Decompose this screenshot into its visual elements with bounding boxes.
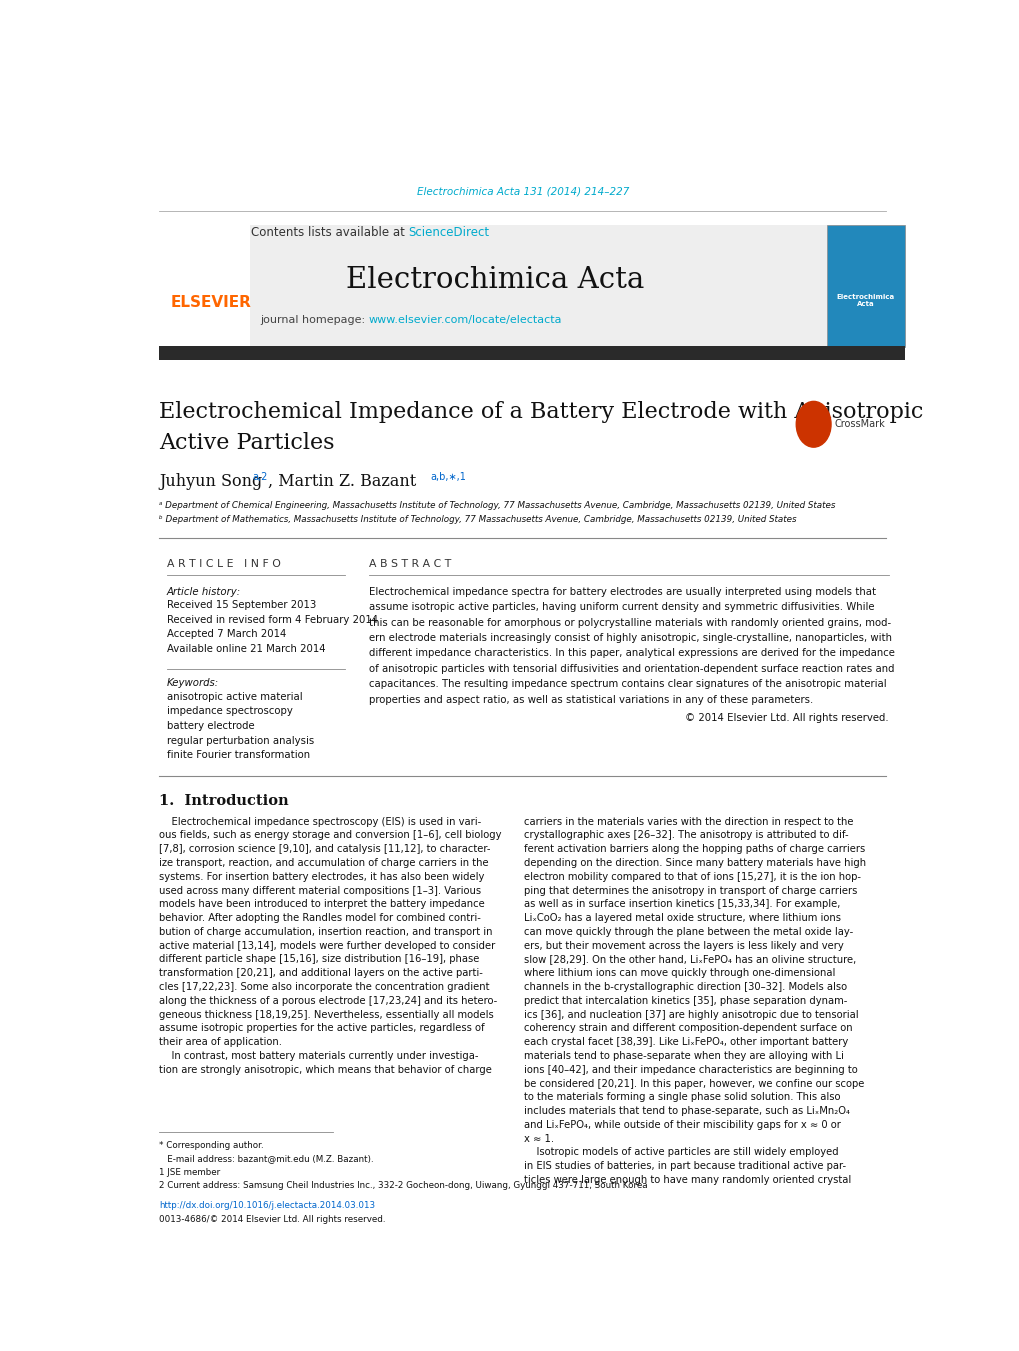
Text: ferent activation barriers along the hopping paths of charge carriers: ferent activation barriers along the hop…: [524, 844, 865, 854]
Text: Electrochemical impedance spectroscopy (EIS) is used in vari-: Electrochemical impedance spectroscopy (…: [159, 816, 481, 827]
Text: x ≈ 1.: x ≈ 1.: [524, 1133, 554, 1144]
Text: can move quickly through the plane between the metal oxide lay-: can move quickly through the plane betwe…: [524, 927, 853, 938]
Text: to the materials forming a single phase solid solution. This also: to the materials forming a single phase …: [524, 1093, 840, 1102]
Text: ern electrode materials increasingly consist of highly anisotropic, single-cryst: ern electrode materials increasingly con…: [368, 632, 891, 643]
Text: [7,8], corrosion science [9,10], and catalysis [11,12], to character-: [7,8], corrosion science [9,10], and cat…: [159, 844, 490, 854]
Text: http://dx.doi.org/10.1016/j.electacta.2014.03.013: http://dx.doi.org/10.1016/j.electacta.20…: [159, 1201, 375, 1210]
Text: ions [40–42], and their impedance characteristics are beginning to: ions [40–42], and their impedance charac…: [524, 1065, 857, 1075]
Text: ous fields, such as energy storage and conversion [1–6], cell biology: ous fields, such as energy storage and c…: [159, 831, 501, 840]
Text: properties and aspect ratio, as well as statistical variations in any of these p: properties and aspect ratio, as well as …: [368, 694, 812, 704]
Text: ELSEVIER: ELSEVIER: [171, 295, 252, 311]
Text: systems. For insertion battery electrodes, it has also been widely: systems. For insertion battery electrode…: [159, 871, 484, 882]
Text: depending on the direction. Since many battery materials have high: depending on the direction. Since many b…: [524, 858, 865, 867]
Text: electron mobility compared to that of ions [15,27], it is the ion hop-: electron mobility compared to that of io…: [524, 871, 860, 882]
Text: finite Fourier transformation: finite Fourier transformation: [167, 750, 310, 761]
Text: LiₓCoO₂ has a layered metal oxide structure, where lithium ions: LiₓCoO₂ has a layered metal oxide struct…: [524, 913, 841, 923]
Text: transformation [20,21], and additional layers on the active parti-: transformation [20,21], and additional l…: [159, 969, 483, 978]
Text: A R T I C L E   I N F O: A R T I C L E I N F O: [167, 559, 280, 569]
Text: ticles were large enough to have many randomly oriented crystal: ticles were large enough to have many ra…: [524, 1175, 851, 1185]
Text: ᵃ Department of Chemical Engineering, Massachusetts Institute of Technology, 77 : ᵃ Department of Chemical Engineering, Ma…: [159, 501, 835, 509]
Text: E-mail address: bazant@mit.edu (M.Z. Bazant).: E-mail address: bazant@mit.edu (M.Z. Baz…: [159, 1154, 373, 1163]
Text: 1 JSE member: 1 JSE member: [159, 1167, 220, 1177]
Text: assume isotropic active particles, having uniform current density and symmetric : assume isotropic active particles, havin…: [368, 603, 873, 612]
FancyBboxPatch shape: [159, 224, 250, 347]
Text: different particle shape [15,16], size distribution [16–19], phase: different particle shape [15,16], size d…: [159, 955, 479, 965]
Text: Active Particles: Active Particles: [159, 432, 334, 454]
Text: be considered [20,21]. In this paper, however, we confine our scope: be considered [20,21]. In this paper, ho…: [524, 1078, 864, 1089]
Text: Article history:: Article history:: [167, 586, 240, 597]
Text: Juhyun Song: Juhyun Song: [159, 473, 262, 490]
Text: a,b,∗,1: a,b,∗,1: [430, 473, 466, 482]
Text: crystallographic axes [26–32]. The anisotropy is attributed to dif-: crystallographic axes [26–32]. The aniso…: [524, 831, 848, 840]
Text: Keywords:: Keywords:: [167, 678, 219, 688]
Text: a,2: a,2: [252, 473, 268, 482]
FancyBboxPatch shape: [159, 224, 826, 347]
Text: Received in revised form 4 February 2014: Received in revised form 4 February 2014: [167, 615, 378, 626]
Text: bution of charge accumulation, insertion reaction, and transport in: bution of charge accumulation, insertion…: [159, 927, 492, 938]
Text: along the thickness of a porous electrode [17,23,24] and its hetero-: along the thickness of a porous electrod…: [159, 996, 497, 1006]
Text: Contents lists available at: Contents lists available at: [251, 227, 408, 239]
Text: Accepted 7 March 2014: Accepted 7 March 2014: [167, 630, 286, 639]
Text: Isotropic models of active particles are still widely employed: Isotropic models of active particles are…: [524, 1147, 839, 1158]
Text: Electrochemical impedance spectra for battery electrodes are usually interpreted: Electrochemical impedance spectra for ba…: [368, 586, 875, 597]
Text: as well as in surface insertion kinetics [15,33,34]. For example,: as well as in surface insertion kinetics…: [524, 900, 840, 909]
Text: this can be reasonable for amorphous or polycrystalline materials with randomly : this can be reasonable for amorphous or …: [368, 617, 890, 628]
Text: ᵇ Department of Mathematics, Massachusetts Institute of Technology, 77 Massachus: ᵇ Department of Mathematics, Massachuset…: [159, 516, 796, 524]
Text: capacitances. The resulting impedance spectrum contains clear signatures of the : capacitances. The resulting impedance sp…: [368, 680, 886, 689]
Text: models have been introduced to interpret the battery impedance: models have been introduced to interpret…: [159, 900, 484, 909]
Text: anisotropic active material: anisotropic active material: [167, 692, 303, 701]
Text: regular perturbation analysis: regular perturbation analysis: [167, 735, 314, 746]
Text: of anisotropic particles with tensorial diffusivities and orientation-dependent : of anisotropic particles with tensorial …: [368, 663, 894, 674]
Text: In contrast, most battery materials currently under investiga-: In contrast, most battery materials curr…: [159, 1051, 478, 1061]
Text: Electrochimica
Acta: Electrochimica Acta: [836, 295, 894, 307]
Text: Received 15 September 2013: Received 15 September 2013: [167, 600, 316, 611]
Text: coherency strain and different composition-dependent surface on: coherency strain and different compositi…: [524, 1024, 852, 1034]
Text: www.elsevier.com/locate/electacta: www.elsevier.com/locate/electacta: [368, 315, 561, 326]
Text: includes materials that tend to phase-separate, such as LiₓMn₂O₄: includes materials that tend to phase-se…: [524, 1106, 850, 1116]
Text: materials tend to phase-separate when they are alloying with Li: materials tend to phase-separate when th…: [524, 1051, 844, 1061]
Text: 0013-4686/© 2014 Elsevier Ltd. All rights reserved.: 0013-4686/© 2014 Elsevier Ltd. All right…: [159, 1215, 385, 1224]
Text: their area of application.: their area of application.: [159, 1038, 282, 1047]
Text: ics [36], and nucleation [37] are highly anisotropic due to tensorial: ics [36], and nucleation [37] are highly…: [524, 1009, 858, 1020]
Text: © 2014 Elsevier Ltd. All rights reserved.: © 2014 Elsevier Ltd. All rights reserved…: [685, 713, 888, 723]
Text: each crystal facet [38,39]. Like LiₓFePO₄, other important battery: each crystal facet [38,39]. Like LiₓFePO…: [524, 1038, 848, 1047]
Text: cles [17,22,23]. Some also incorporate the concentration gradient: cles [17,22,23]. Some also incorporate t…: [159, 982, 489, 992]
Text: ScienceDirect: ScienceDirect: [408, 227, 489, 239]
Text: , Martin Z. Bazant: , Martin Z. Bazant: [268, 473, 416, 490]
Text: used across many different material compositions [1–3]. Various: used across many different material comp…: [159, 885, 481, 896]
Text: behavior. After adopting the Randles model for combined contri-: behavior. After adopting the Randles mod…: [159, 913, 481, 923]
Text: ers, but their movement across the layers is less likely and very: ers, but their movement across the layer…: [524, 940, 844, 951]
Text: ▲: ▲: [808, 417, 817, 431]
Text: Available online 21 March 2014: Available online 21 March 2014: [167, 644, 325, 654]
Text: tion are strongly anisotropic, which means that behavior of charge: tion are strongly anisotropic, which mea…: [159, 1065, 491, 1075]
Text: 1.  Introduction: 1. Introduction: [159, 794, 288, 808]
Text: Electrochimica Acta 131 (2014) 214–227: Electrochimica Acta 131 (2014) 214–227: [416, 186, 629, 196]
Text: in EIS studies of batteries, in part because traditional active par-: in EIS studies of batteries, in part bec…: [524, 1162, 846, 1171]
Text: * Corresponding author.: * Corresponding author.: [159, 1140, 264, 1150]
Text: predict that intercalation kinetics [35], phase separation dynam-: predict that intercalation kinetics [35]…: [524, 996, 847, 1006]
Text: journal homepage:: journal homepage:: [260, 315, 368, 326]
Text: A B S T R A C T: A B S T R A C T: [368, 559, 450, 569]
Circle shape: [796, 401, 830, 447]
Text: different impedance characteristics. In this paper, analytical expressions are d: different impedance characteristics. In …: [368, 648, 894, 658]
Text: Electrochemical Impedance of a Battery Electrode with Anisotropic: Electrochemical Impedance of a Battery E…: [159, 401, 922, 423]
FancyBboxPatch shape: [159, 346, 904, 359]
FancyBboxPatch shape: [826, 224, 904, 347]
Text: slow [28,29]. On the other hand, LiₓFePO₄ has an olivine structure,: slow [28,29]. On the other hand, LiₓFePO…: [524, 955, 856, 965]
Text: 2 Current address: Samsung Cheil Industries Inc., 332-2 Gocheon-dong, Uiwang, Gy: 2 Current address: Samsung Cheil Industr…: [159, 1181, 647, 1190]
Text: CrossMark: CrossMark: [835, 419, 884, 430]
Text: where lithium ions can move quickly through one-dimensional: where lithium ions can move quickly thro…: [524, 969, 835, 978]
Text: assume isotropic properties for the active particles, regardless of: assume isotropic properties for the acti…: [159, 1024, 484, 1034]
Text: channels in the b-crystallographic direction [30–32]. Models also: channels in the b-crystallographic direc…: [524, 982, 847, 992]
Text: and LiₓFePO₄, while outside of their miscibility gaps for x ≈ 0 or: and LiₓFePO₄, while outside of their mis…: [524, 1120, 841, 1129]
Text: carriers in the materials varies with the direction in respect to the: carriers in the materials varies with th…: [524, 816, 853, 827]
Text: battery electrode: battery electrode: [167, 721, 255, 731]
Text: impedance spectroscopy: impedance spectroscopy: [167, 707, 292, 716]
Text: ping that determines the anisotropy in transport of charge carriers: ping that determines the anisotropy in t…: [524, 885, 857, 896]
Text: ize transport, reaction, and accumulation of charge carriers in the: ize transport, reaction, and accumulatio…: [159, 858, 488, 867]
Text: active material [13,14], models were further developed to consider: active material [13,14], models were fur…: [159, 940, 495, 951]
Text: geneous thickness [18,19,25]. Nevertheless, essentially all models: geneous thickness [18,19,25]. Neverthele…: [159, 1009, 493, 1020]
Text: Electrochimica Acta: Electrochimica Acta: [345, 266, 644, 293]
